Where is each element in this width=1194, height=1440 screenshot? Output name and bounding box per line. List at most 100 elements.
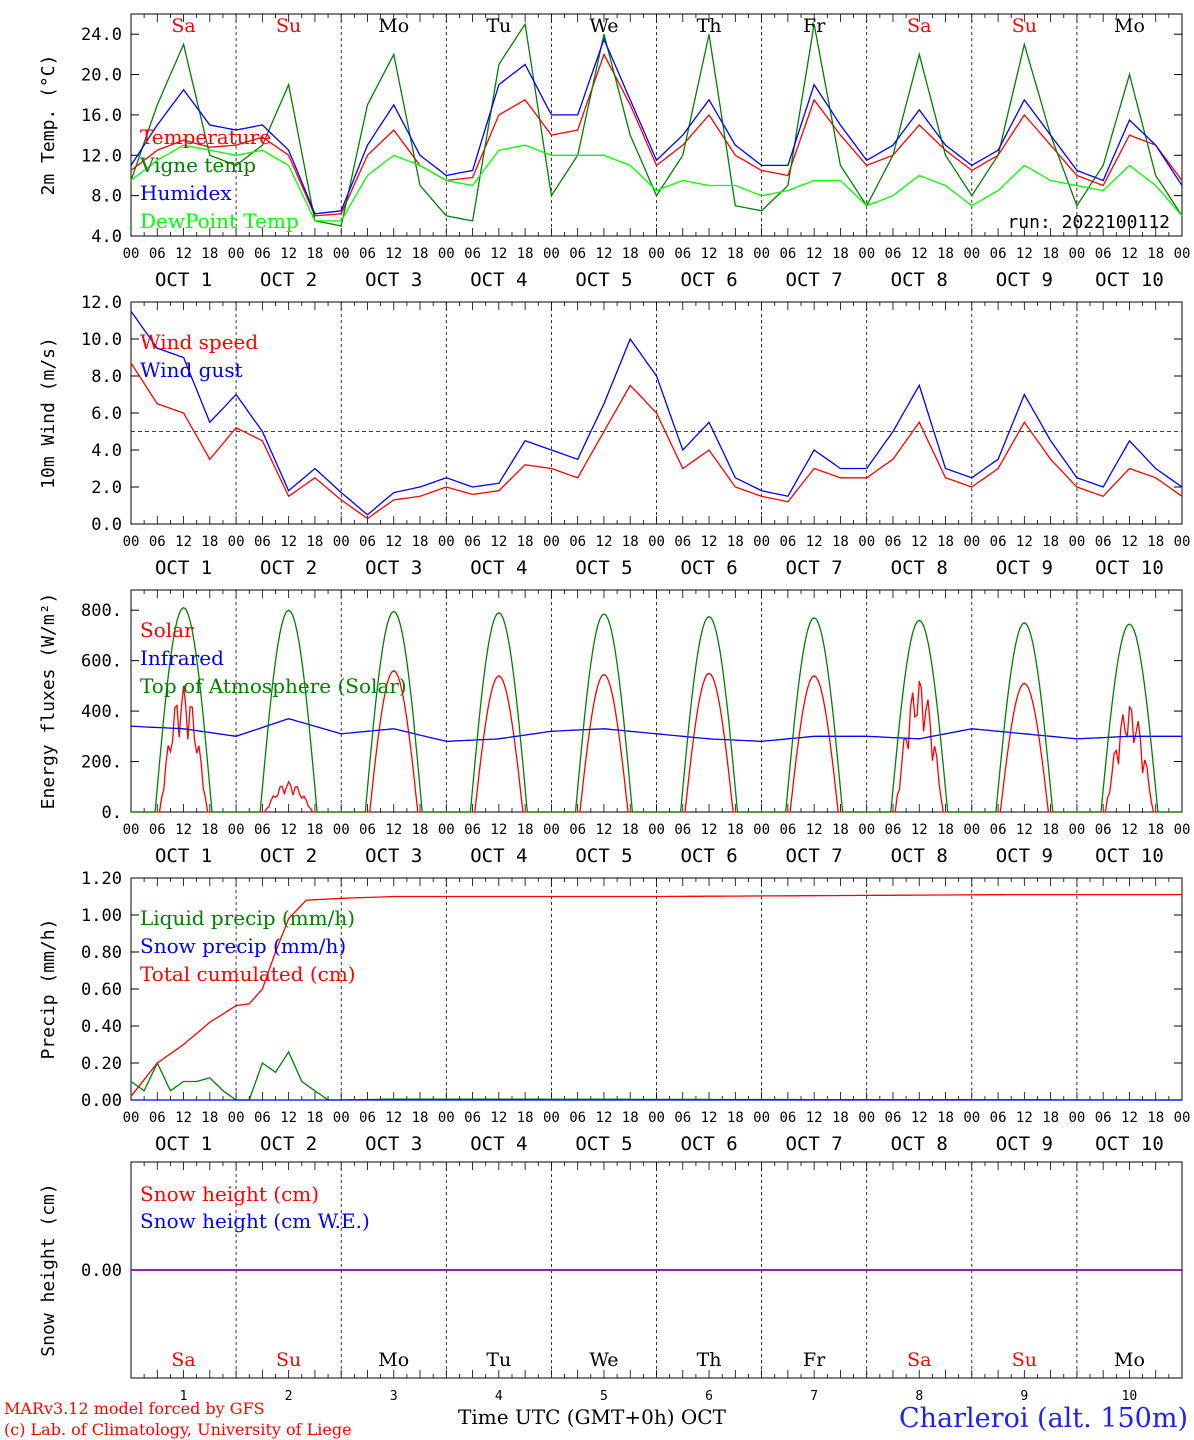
hour-tick-label: 12 bbox=[806, 1110, 823, 1126]
day-label: OCT 4 bbox=[470, 269, 527, 291]
day-label: OCT 4 bbox=[470, 557, 527, 579]
hour-tick-label: 18 bbox=[306, 246, 323, 262]
hour-tick-label: 00 bbox=[963, 246, 980, 262]
hour-tick-label: 12 bbox=[911, 822, 928, 838]
hour-tick-label: 18 bbox=[727, 822, 744, 838]
hour-tick-label: 18 bbox=[412, 534, 429, 550]
hour-tick-label: 06 bbox=[254, 822, 271, 838]
legend-entry: Wind gust bbox=[140, 358, 243, 382]
y-tick-label: 0.00 bbox=[81, 1261, 122, 1281]
panel-2 bbox=[130, 301, 1183, 525]
legend-entry: Humidex bbox=[140, 181, 232, 205]
y-axis-label: Energy fluxes (W/m²) bbox=[38, 593, 59, 810]
y-tick-label: 8.0 bbox=[91, 367, 122, 387]
hour-tick-label: 00 bbox=[648, 1110, 665, 1126]
y-tick-label: 600. bbox=[81, 652, 122, 672]
hour-tick-label: 12 bbox=[1016, 822, 1033, 838]
hour-tick-label: 18 bbox=[1042, 1110, 1059, 1126]
day-of-week-bottom: Mo bbox=[378, 1349, 409, 1371]
hour-tick-label: 18 bbox=[517, 246, 534, 262]
hour-tick-label: 06 bbox=[779, 1110, 796, 1126]
hour-tick-label: 06 bbox=[359, 822, 376, 838]
y-tick-label: 400. bbox=[81, 702, 122, 722]
hour-tick-label: 00 bbox=[753, 822, 770, 838]
day-of-week-top: We bbox=[589, 15, 618, 37]
legend-entry: Snow precip (mm/h) bbox=[140, 934, 346, 958]
hour-tick-label: 06 bbox=[569, 1110, 586, 1126]
hour-tick-label: 18 bbox=[832, 822, 849, 838]
series-line-humidex bbox=[130, 37, 1183, 215]
day-label: OCT 3 bbox=[365, 1133, 422, 1155]
hour-tick-label: 06 bbox=[674, 534, 691, 550]
hour-tick-label: 06 bbox=[254, 1110, 271, 1126]
hour-tick-label: 18 bbox=[727, 534, 744, 550]
day-of-week-bottom: Sa bbox=[907, 1349, 931, 1371]
y-tick-label: 0.20 bbox=[81, 1054, 122, 1074]
y-tick-label: 24.0 bbox=[81, 25, 122, 45]
hour-tick-label: 00 bbox=[123, 246, 140, 262]
y-tick-label: 12.0 bbox=[81, 146, 122, 166]
hour-tick-label: 00 bbox=[123, 534, 140, 550]
day-of-week-top: Mo bbox=[378, 15, 409, 37]
y-tick-label: 6.0 bbox=[91, 404, 122, 424]
hour-tick-label: 12 bbox=[175, 246, 192, 262]
hour-tick-label: 00 bbox=[333, 246, 350, 262]
hour-tick-label: 00 bbox=[438, 1110, 455, 1126]
hour-tick-label: 00 bbox=[753, 246, 770, 262]
hour-tick-label: 00 bbox=[438, 534, 455, 550]
hour-tick-label: 00 bbox=[858, 246, 875, 262]
hour-tick-label: 06 bbox=[359, 1110, 376, 1126]
y-tick-label: 2.0 bbox=[91, 478, 122, 498]
hour-tick-label: 18 bbox=[517, 822, 534, 838]
hour-tick-label: 06 bbox=[149, 822, 166, 838]
hour-tick-label: 00 bbox=[1068, 534, 1085, 550]
hour-tick-label: 18 bbox=[201, 822, 218, 838]
y-tick-label: 0.80 bbox=[81, 943, 122, 963]
hour-tick-label: 12 bbox=[1016, 246, 1033, 262]
hour-tick-label: 18 bbox=[201, 246, 218, 262]
hour-tick-label: 06 bbox=[674, 1110, 691, 1126]
hour-tick-label: 00 bbox=[123, 1110, 140, 1126]
hour-tick-label: 00 bbox=[228, 246, 245, 262]
series-line-infrared bbox=[130, 718, 1182, 743]
hour-tick-label: 18 bbox=[201, 534, 218, 550]
day-label: OCT 2 bbox=[260, 557, 317, 579]
hour-tick-label: 18 bbox=[306, 822, 323, 838]
hour-tick-label: 12 bbox=[1016, 1110, 1033, 1126]
hour-tick-label: 00 bbox=[1174, 822, 1191, 838]
hour-tick-label: 00 bbox=[1174, 534, 1191, 550]
day-label: OCT 3 bbox=[365, 269, 422, 291]
hour-tick-label: 06 bbox=[569, 246, 586, 262]
day-label: OCT 9 bbox=[996, 845, 1053, 867]
legend-entry: Liquid precip (mm/h) bbox=[140, 906, 355, 930]
day-of-week-bottom: Th bbox=[697, 1349, 722, 1371]
day-label: OCT 9 bbox=[996, 269, 1053, 291]
hour-tick-label: 00 bbox=[753, 1110, 770, 1126]
y-axis-label: 2m Temp. (°C) bbox=[38, 55, 59, 196]
hour-tick-label: 06 bbox=[674, 246, 691, 262]
hour-tick-label: 18 bbox=[306, 534, 323, 550]
hour-tick-label: 18 bbox=[622, 534, 639, 550]
hour-tick-label: 18 bbox=[412, 822, 429, 838]
hour-tick-label: 18 bbox=[1147, 534, 1164, 550]
y-tick-label: 1.00 bbox=[81, 906, 122, 926]
hour-tick-label: 06 bbox=[254, 534, 271, 550]
hour-tick-label: 06 bbox=[779, 534, 796, 550]
station-label: Charleroi (alt. 150m) bbox=[899, 1403, 1188, 1434]
day-label: OCT 3 bbox=[365, 845, 422, 867]
run-label: run: 2022100112 bbox=[1007, 212, 1170, 233]
day-of-week-bottom: Su bbox=[1012, 1349, 1037, 1371]
legend-entry: Solar bbox=[140, 618, 194, 642]
hour-tick-label: 18 bbox=[937, 246, 954, 262]
hour-tick-label: 00 bbox=[1068, 246, 1085, 262]
hour-tick-label: 18 bbox=[832, 246, 849, 262]
legend-entry: Wind speed bbox=[140, 330, 258, 354]
day-label: OCT 7 bbox=[786, 269, 843, 291]
hour-tick-label: 00 bbox=[1068, 822, 1085, 838]
hour-tick-label: 06 bbox=[569, 822, 586, 838]
credit-line-2: (c) Lab. of Climatology, University of L… bbox=[4, 1420, 352, 1439]
day-of-week-top: Sa bbox=[907, 15, 931, 37]
day-number: 3 bbox=[390, 1389, 398, 1404]
hour-tick-label: 00 bbox=[963, 534, 980, 550]
y-tick-label: 1.20 bbox=[81, 869, 122, 889]
